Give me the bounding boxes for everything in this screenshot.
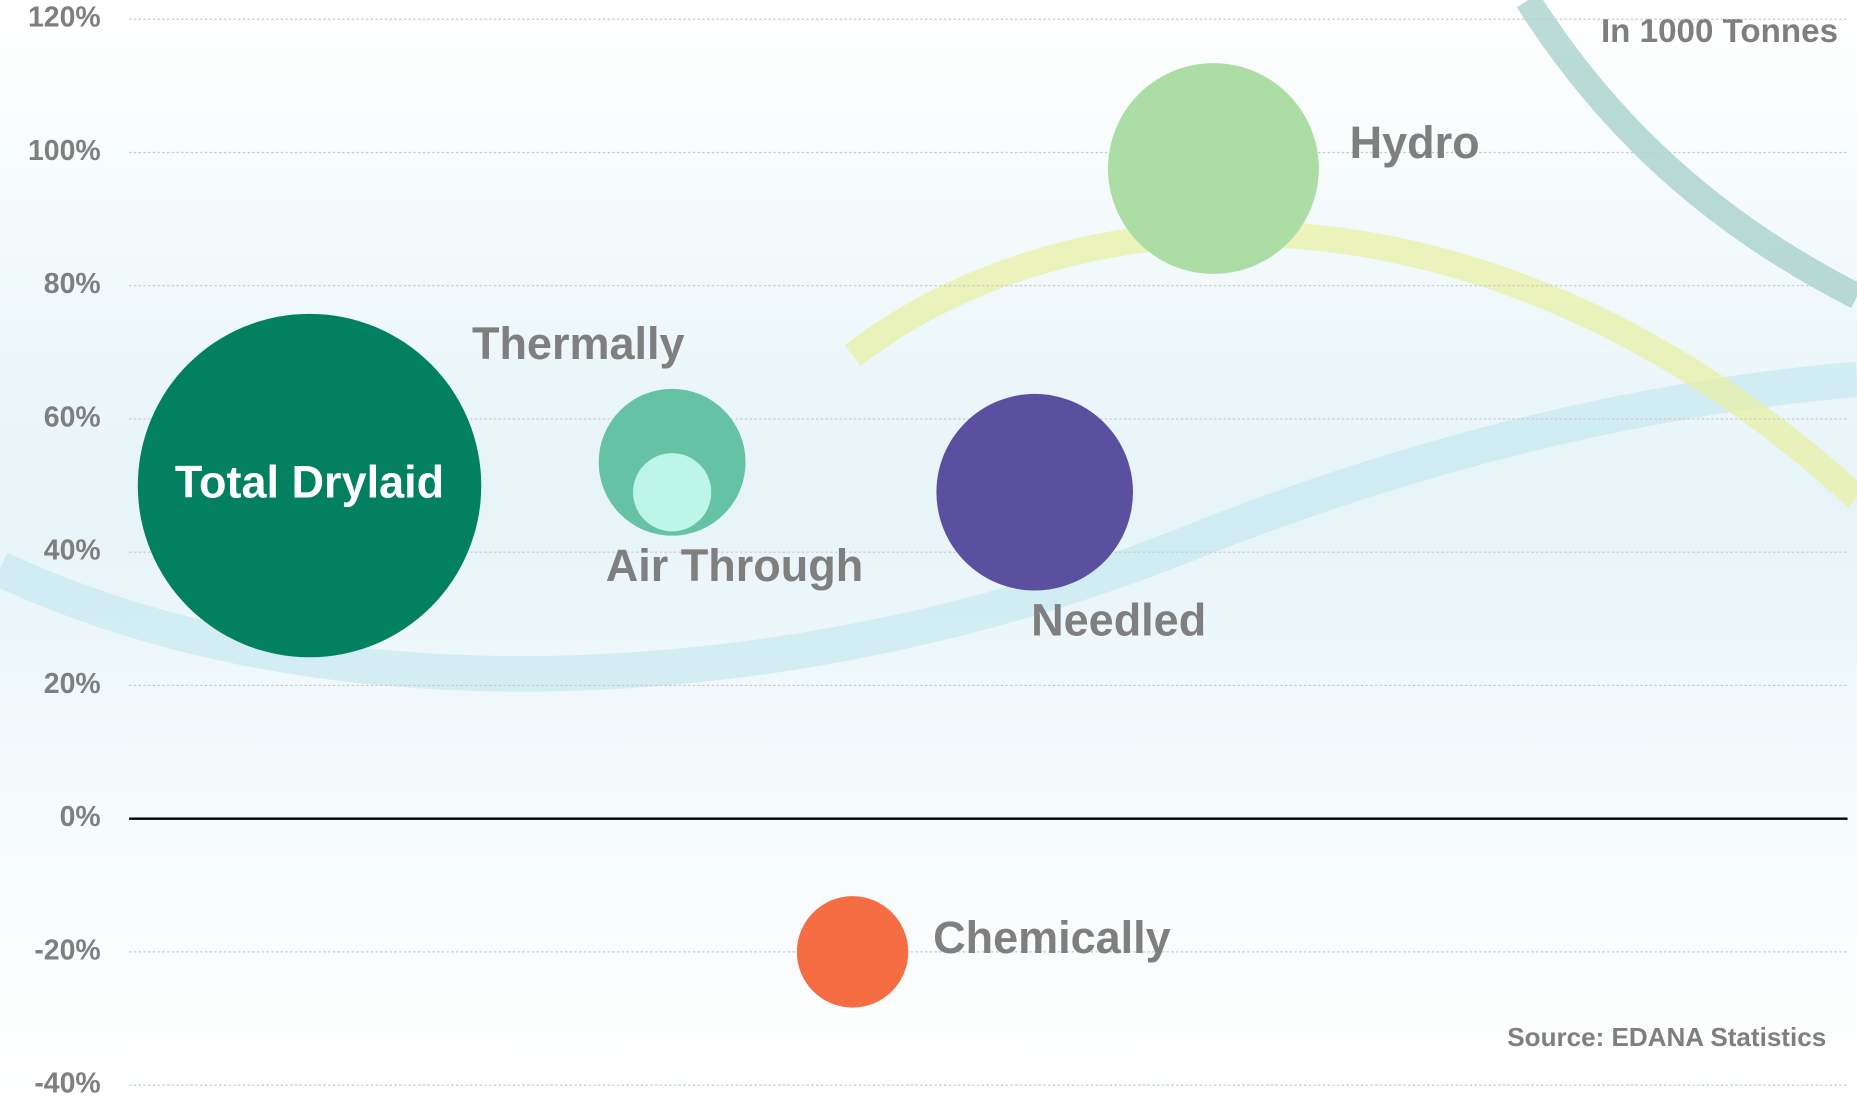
bubble [1108,63,1319,274]
bubble [797,896,908,1007]
y-tick-label: 40% [44,535,101,567]
y-tick-label: -20% [34,934,100,966]
source-note: Source: EDANA Statistics [1507,1022,1826,1052]
bubble-label: Thermally [472,318,685,369]
y-tick-label: 0% [60,801,101,833]
bubble-label: Chemically [933,912,1171,963]
y-tick-label: 60% [44,401,101,433]
bubble-label: Total Drylaid [175,456,444,507]
y-tick-label: -40% [34,1068,100,1100]
y-tick-label: 80% [44,268,101,300]
bubble-label: Hydro [1350,117,1480,168]
y-tick-label: 100% [28,135,101,167]
y-tick-label: 120% [28,2,101,34]
bubble-label: Air Through [606,540,863,591]
chart: In 1000 Tonnes Source: EDANA Statistics … [0,0,1857,1102]
bubble [633,453,711,531]
y-tick-label: 20% [44,668,101,700]
bubble [936,394,1133,591]
bubble-label: Needled [1031,595,1206,646]
